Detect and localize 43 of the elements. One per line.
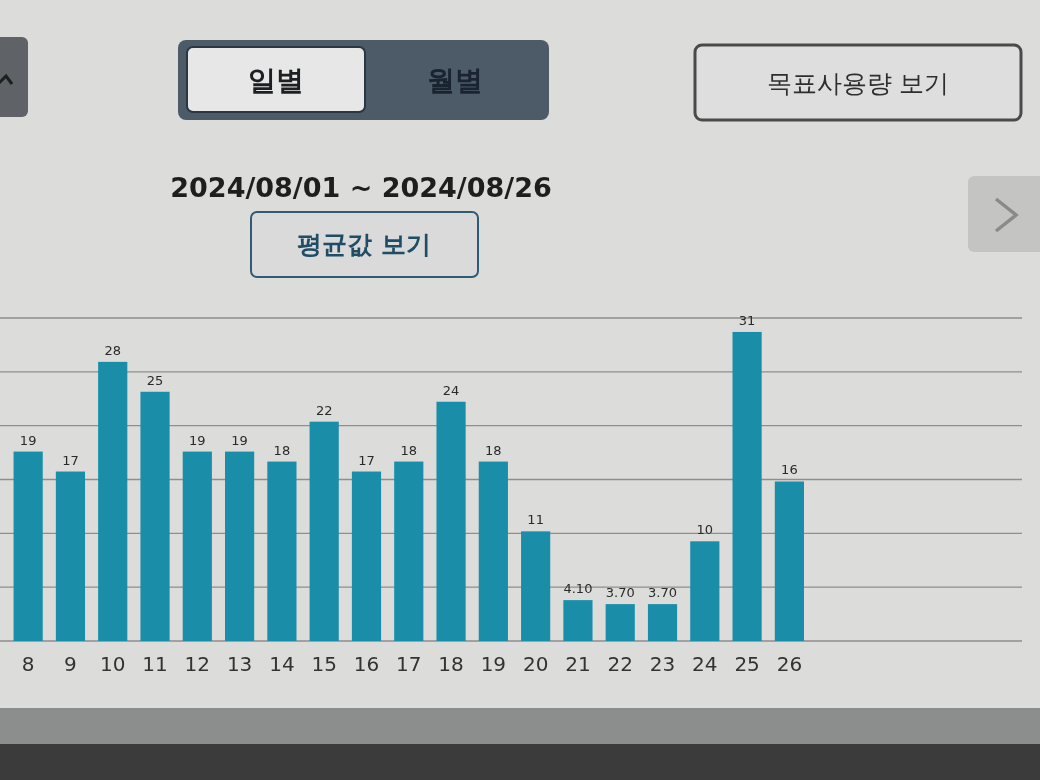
x-tick-label: 13 bbox=[226, 652, 253, 676]
x-tick-label: 17 bbox=[396, 652, 422, 676]
data-label: 4.10 bbox=[563, 581, 593, 597]
text: 목표사용량 보기 bbox=[766, 69, 950, 98]
chart-title: 2024/08/01 ~ 2024/08/26 bbox=[170, 172, 552, 203]
x-tick-label: 22 bbox=[607, 652, 633, 676]
x-tick-label: 20 bbox=[522, 652, 549, 676]
data-label: 19 bbox=[231, 432, 248, 448]
data-label: 25 bbox=[146, 372, 164, 388]
x-tick-label: 15 bbox=[311, 652, 337, 676]
x-tick-label: 8 bbox=[21, 652, 35, 676]
x-tick-label: 25 bbox=[734, 652, 760, 676]
x-tick-label: 24 bbox=[692, 652, 718, 676]
x-tick-label: 23 bbox=[649, 652, 676, 676]
x-tick-label: 12 bbox=[184, 652, 211, 676]
data-label: 18 bbox=[273, 442, 291, 458]
data-label: 11 bbox=[527, 512, 544, 528]
data-label: 18 bbox=[400, 442, 418, 458]
x-tick-label: 19 bbox=[480, 652, 507, 676]
data-label: 31 bbox=[738, 312, 756, 328]
x-tick-label: 10 bbox=[100, 652, 126, 676]
x-tick-label: 21 bbox=[565, 652, 591, 676]
data-label: 17 bbox=[358, 452, 375, 468]
data-label: 22 bbox=[315, 402, 333, 418]
x-tick-label: 14 bbox=[269, 652, 295, 676]
data-label: 16 bbox=[781, 462, 798, 478]
data-label: 3.70 bbox=[605, 585, 635, 601]
data-label: 10 bbox=[696, 522, 714, 538]
text: 평균값 보기 bbox=[297, 230, 431, 259]
data-label: 19 bbox=[189, 432, 206, 448]
data-label: 28 bbox=[104, 342, 121, 358]
x-tick-label: 18 bbox=[438, 652, 464, 676]
data-label: 3.70 bbox=[648, 585, 677, 601]
data-label: 24 bbox=[442, 382, 460, 398]
x-tick-label: 16 bbox=[353, 652, 380, 676]
data-label: 19 bbox=[19, 432, 37, 448]
text: 월별 bbox=[427, 64, 483, 97]
x-tick-label: 9 bbox=[64, 652, 77, 676]
text: 일별 bbox=[248, 64, 304, 97]
data-label: 18 bbox=[485, 442, 502, 458]
data-label: 17 bbox=[62, 452, 79, 468]
x-tick-label: 26 bbox=[776, 652, 803, 676]
x-tick-label: 11 bbox=[142, 652, 168, 676]
